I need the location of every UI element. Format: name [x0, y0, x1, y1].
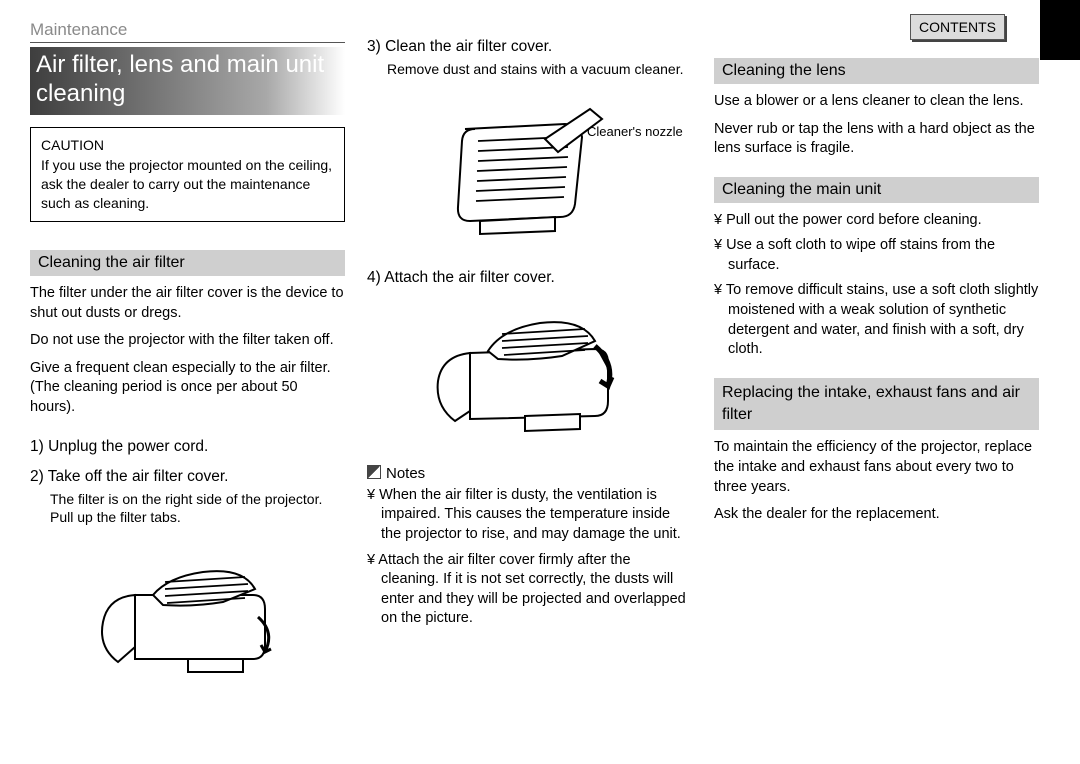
note-2: Attach the air filter cover firmly after… [367, 551, 692, 629]
air-filter-p1: The filter under the air filter cover is… [30, 284, 345, 323]
step-4: 4) Attach the air filter cover. [367, 269, 692, 287]
replacing-p1: To maintain the efficiency of the projec… [714, 438, 1039, 497]
column-3: Cleaning the lens Use a blower or a lens… [714, 20, 1039, 701]
main-unit-b3: To remove difficult stains, use a soft c… [714, 281, 1039, 359]
section-label: Maintenance [30, 20, 345, 43]
step-2-desc: The filter is on the right side of the p… [50, 490, 345, 528]
heading-air-filter: Cleaning the air filter [30, 250, 345, 276]
step-2: 2) Take off the air filter cover. [30, 468, 345, 486]
nozzle-label: Cleaner's nozzle [587, 124, 683, 140]
heading-main-unit: Cleaning the main unit [714, 177, 1039, 203]
air-filter-p2: Do not use the projector with the filter… [30, 331, 345, 351]
air-filter-p3: Give a frequent clean especially to the … [30, 359, 345, 418]
illustration-attach-cover [430, 301, 630, 451]
step-3-desc: Remove dust and stains with a vacuum cle… [387, 60, 692, 79]
step-1: 1) Unplug the power cord. [30, 438, 345, 456]
contents-button[interactable]: CONTENTS [910, 14, 1005, 40]
illustration-take-off-cover [93, 547, 283, 687]
caution-box: CAUTION If you use the projector mounted… [30, 127, 345, 223]
lens-p2: Never rub or tap the lens with a hard ob… [714, 120, 1039, 159]
page-title: Air filter, lens and main unit cleaning [30, 47, 345, 115]
page-marker [1040, 0, 1080, 60]
column-1: Maintenance Air filter, lens and main un… [30, 20, 345, 701]
main-unit-b2: Use a soft cloth to wipe off stains from… [714, 236, 1039, 275]
caution-label: CAUTION [41, 136, 334, 155]
heading-lens: Cleaning the lens [714, 58, 1039, 84]
page-container: Maintenance Air filter, lens and main un… [0, 0, 1080, 721]
step-3: 3) Clean the air filter cover. [367, 38, 692, 56]
replacing-p2: Ask the dealer for the replacement. [714, 505, 1039, 525]
main-unit-b1: Pull out the power cord before cleaning. [714, 211, 1039, 231]
caution-text: If you use the projector mounted on the … [41, 156, 334, 213]
lens-p1: Use a blower or a lens cleaner to clean … [714, 92, 1039, 112]
heading-replacing: Replacing the intake, exhaust fans and a… [714, 378, 1039, 431]
column-2: 3) Clean the air filter cover. Remove du… [367, 20, 692, 701]
notes-label: Notes [367, 465, 692, 482]
note-1: When the air filter is dusty, the ventil… [367, 486, 692, 545]
illustration-vacuum-clean [430, 99, 630, 249]
